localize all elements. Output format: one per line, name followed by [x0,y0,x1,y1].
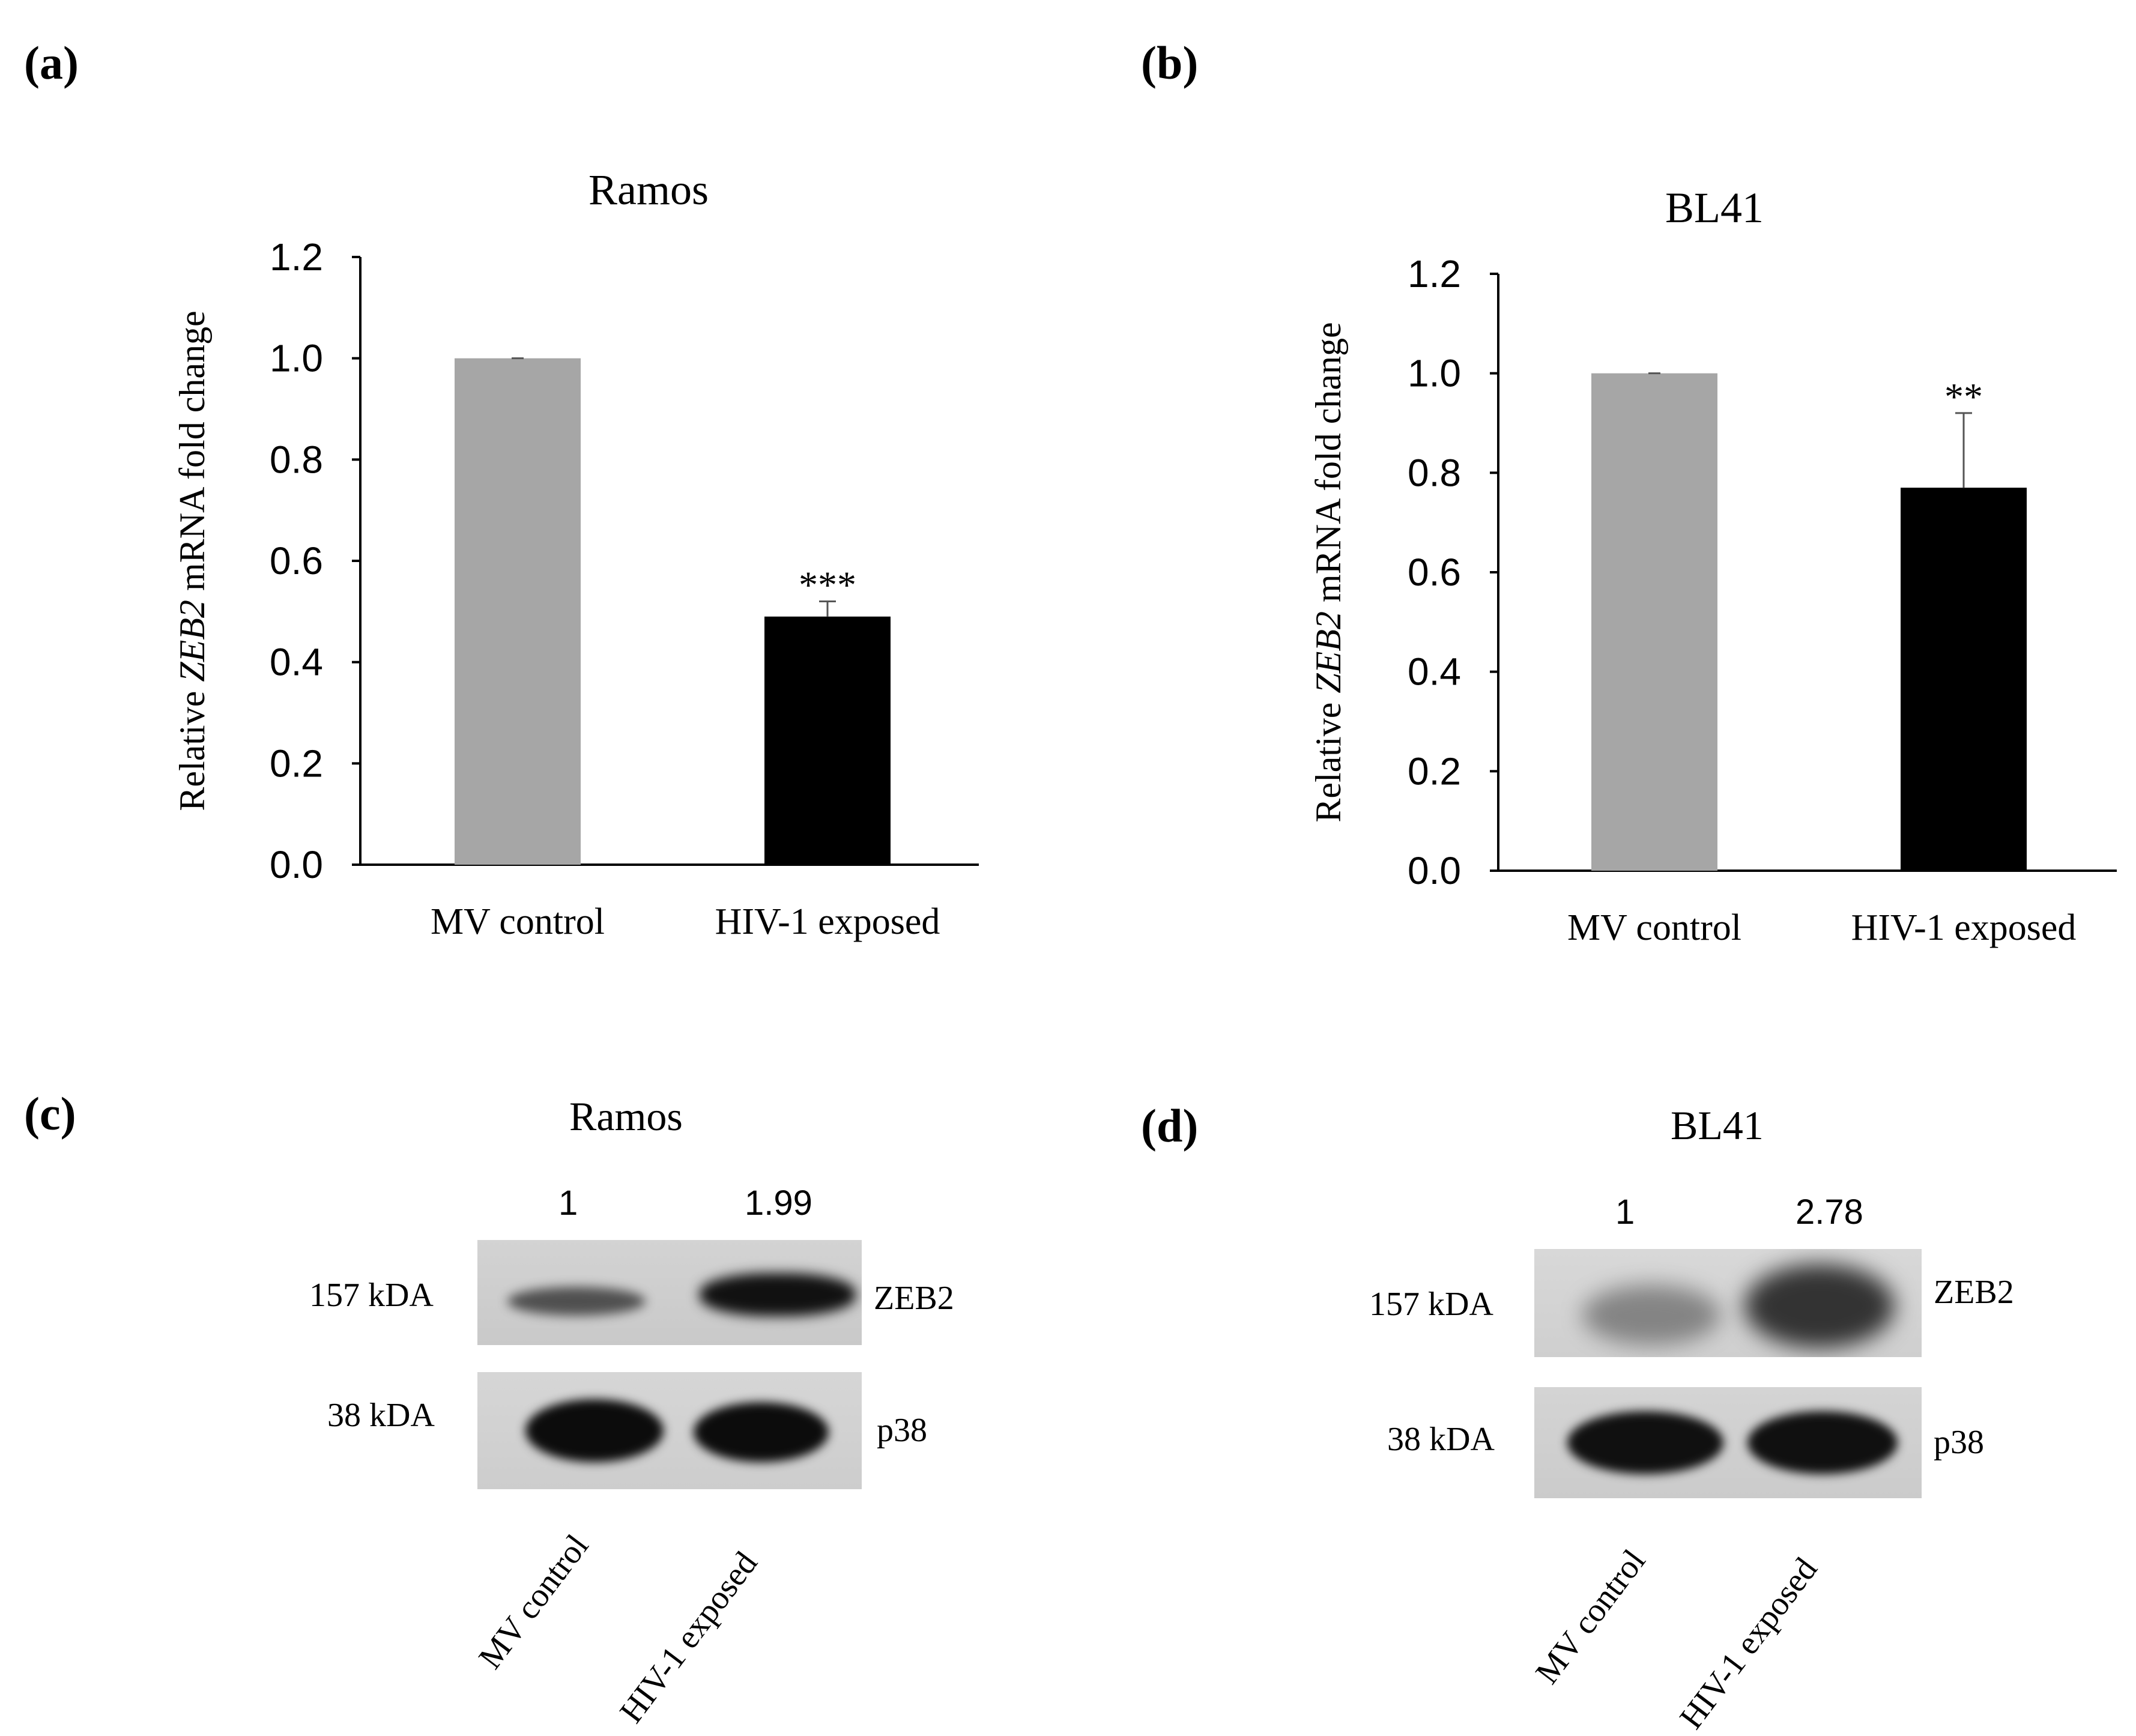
band-d-zeb2-hiv [1744,1264,1895,1348]
chart-a-ytick-label: 0.4 [270,641,323,684]
blot-strip-c-zeb2 [477,1240,862,1345]
lane-label-c-1: HIV-1 exposed [613,1544,765,1730]
chart-b-bar-0 [1591,373,1717,871]
blot-protein-c-0: ZEB2 [874,1280,954,1317]
chart-b-category-label-1: HIV-1 exposed [1851,907,2077,948]
chart-b-category-label-0: MV control [1567,907,1741,948]
blot-size-d-0: 157 kDA [1369,1286,1493,1323]
lane-label-c-0: MV control [471,1528,596,1676]
chart-a-category-label-0: MV control [431,901,605,942]
chart-b-ylabel: Relative ZEB2 mRNA fold change [1309,322,1348,822]
blot-protein-d-1: p38 [1934,1424,1984,1461]
chart-a-bar-1 [764,616,891,865]
chart-a-category-label-1: HIV-1 exposed [715,901,940,942]
blot-title-d: BL41 [1671,1102,1764,1148]
lane-label-d-0: MV control [1528,1543,1653,1691]
chart-b-ytick-label: 0.0 [1408,849,1461,892]
band-d-p38-hiv [1747,1411,1898,1474]
blot-title-c: Ramos [569,1093,683,1139]
chart-b-ytick-label: 0.8 [1408,451,1461,494]
chart-a-ytick-label: 1.0 [270,337,323,380]
chart-b-title: BL41 [1665,184,1764,232]
chart-a-title: Ramos [588,166,709,214]
band-d-p38-mv [1567,1411,1723,1474]
chart-b-ytick-label: 0.4 [1408,650,1461,694]
chart-a-bar-0 [455,358,581,865]
band-c-zeb2-hiv [700,1273,856,1316]
blot-protein-c-1: p38 [877,1412,927,1449]
blot-quant-d-1: 2.78 [1796,1193,1863,1232]
panel-label-d: (d) [1141,1099,1199,1152]
panel-label-a: (a) [24,37,79,89]
blot-size-d-1: 38 kDA [1387,1421,1495,1458]
blot-quant-c-0: 1 [558,1184,578,1223]
chart-a-ytick-label: 0.2 [270,742,323,785]
chart-a-ylabel: Relative ZEB2 mRNA fold change [172,310,212,811]
blot-protein-d-0: ZEB2 [1934,1274,2014,1311]
chart-a-ytick-label: 0.6 [270,539,323,582]
chart-b-bar-1 [1901,488,2027,871]
bar-charts: Ramos 0.0 0.2 0.4 0.6 0.8 1.0 1.2 Relative ZEB2 … [172,166,2117,948]
band-c-zeb2-mv [507,1287,646,1316]
panel-label-b: (b) [1141,37,1199,89]
chart-a-ytick-label: 0.0 [270,843,323,886]
chart-b-significance-1: ** [1944,375,1983,418]
chart-a-significance-1: *** [799,563,856,606]
blot-size-c-0: 157 kDA [309,1277,434,1314]
chart-a-ytick-label: 0.8 [270,438,323,481]
panel-label-c: (c) [24,1087,76,1140]
blot-strip-d-zeb2 [1534,1249,1922,1357]
chart-a-ytick-label: 1.2 [270,235,323,279]
chart-b-ytick-label: 1.0 [1408,352,1461,395]
blot-strip-d-p38 [1534,1387,1922,1498]
band-c-p38-mv [525,1399,664,1462]
blot-strip-c-p38 [477,1372,862,1489]
blot-size-c-1: 38 kDA [327,1397,435,1434]
blot-quant-d-0: 1 [1615,1193,1635,1232]
lane-label-d-1: HIV-1 exposed [1672,1550,1825,1736]
chart-b-ytick-label: 0.2 [1408,749,1461,793]
chart-b-ytick-label: 0.6 [1408,551,1461,594]
band-c-p38-hiv [694,1402,829,1462]
chart-b-ytick-label: 1.2 [1408,252,1461,295]
blot-quant-c-1: 1.99 [745,1184,812,1223]
band-d-zeb2-mv [1582,1285,1720,1345]
